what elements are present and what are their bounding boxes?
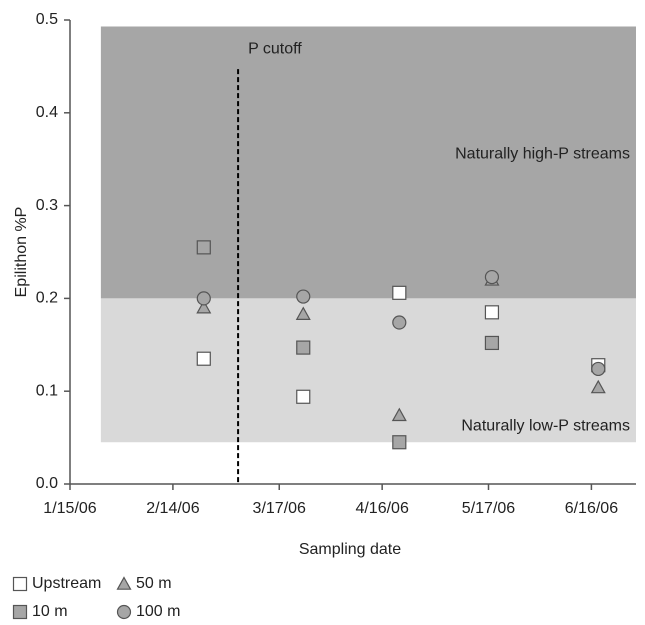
data-point	[296, 389, 311, 404]
y-tick-label: 0.2	[36, 290, 58, 307]
x-tick-label: 3/17/06	[253, 500, 306, 517]
data-point	[392, 435, 407, 450]
y-tick-label: 0.1	[36, 382, 58, 399]
x-tick-label: 4/16/06	[355, 500, 408, 517]
region-band	[100, 26, 636, 299]
data-point	[484, 335, 500, 351]
legend-marker	[12, 576, 28, 592]
y-tick-label: 0.5	[36, 11, 58, 28]
region-band	[100, 298, 636, 443]
region-label: Naturally low-P streams	[461, 418, 630, 435]
legend-label: Upstream	[32, 575, 101, 592]
data-point	[392, 285, 407, 300]
data-point	[484, 269, 500, 285]
legend-marker	[116, 576, 132, 590]
x-axis-label: Sampling date	[299, 541, 401, 558]
legend-marker	[116, 604, 132, 620]
x-tick-label: 5/17/06	[462, 500, 515, 517]
data-point	[391, 407, 407, 422]
data-point	[196, 351, 211, 366]
legend-label: 50 m	[136, 575, 172, 592]
data-point	[196, 299, 212, 314]
y-tick-label: 0.0	[36, 475, 58, 492]
y-tick-label: 0.3	[36, 197, 58, 214]
data-point	[591, 361, 606, 377]
legend-label: 100 m	[136, 603, 180, 620]
y-tick-label: 0.4	[36, 104, 58, 121]
data-point	[295, 306, 311, 320]
data-point	[590, 379, 606, 394]
cutoff-label: P cutoff	[248, 40, 302, 57]
x-tick-label: 6/16/06	[565, 500, 618, 517]
legend-marker	[12, 604, 28, 620]
x-tick-label: 2/14/06	[146, 500, 199, 517]
legend-label: 10 m	[32, 603, 68, 620]
data-point	[296, 289, 311, 304]
data-point	[392, 315, 407, 330]
x-tick-label: 1/15/06	[43, 500, 96, 517]
data-point	[296, 340, 311, 355]
data-point	[484, 305, 500, 320]
data-point	[196, 291, 211, 306]
region-label: Naturally high-P streams	[455, 146, 630, 163]
data-point	[196, 240, 211, 255]
y-axis-label: Epilithon %P	[13, 207, 30, 298]
